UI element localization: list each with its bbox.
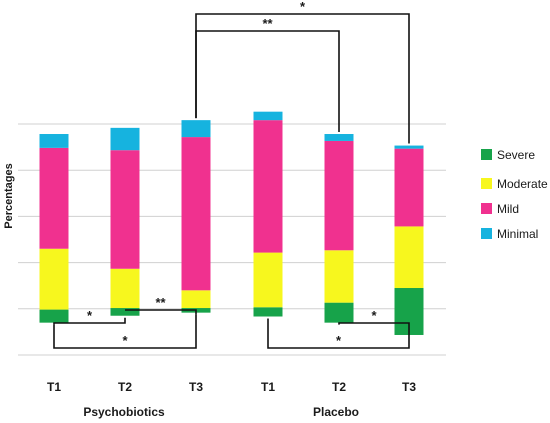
significance-marker: ** xyxy=(155,295,166,310)
bar-segment-severe xyxy=(324,302,354,323)
significance-marker: * xyxy=(336,333,342,348)
bar-segment-minimal xyxy=(110,127,140,151)
significance-marker: * xyxy=(300,0,306,14)
significance-brackets: ********* xyxy=(53,0,410,349)
legend-label: Minimal xyxy=(497,227,538,241)
y-axis-label: Percentages xyxy=(3,163,15,228)
bar-segment-severe xyxy=(253,307,283,317)
x-tick-label: T2 xyxy=(118,380,132,394)
bar-segment-mild xyxy=(324,140,354,251)
x-tick-labels: T1 T2 T3 T1 T2 T3 xyxy=(47,380,416,394)
significance-marker: ** xyxy=(262,16,273,31)
x-tick-label: T3 xyxy=(402,380,416,394)
legend-label: Mild xyxy=(497,202,519,216)
legend: Severe Moderate Mild Minimal xyxy=(481,148,548,241)
significance-marker: * xyxy=(87,308,93,323)
significance-bracket xyxy=(53,314,197,349)
bar-segment-severe xyxy=(39,309,69,323)
x-tick-label: T2 xyxy=(332,380,346,394)
gridlines xyxy=(18,123,446,356)
bar-segment-mild xyxy=(39,147,69,249)
bar-segment-mild xyxy=(253,120,283,253)
x-tick-label: T3 xyxy=(189,380,203,394)
bar-segment-severe xyxy=(110,308,140,316)
bar-segment-minimal xyxy=(253,111,283,121)
significance-bracket xyxy=(267,318,410,349)
significance-bracket xyxy=(195,13,410,144)
bar-segment-minimal xyxy=(324,134,354,141)
bar-segment-mild xyxy=(110,150,140,269)
bar-segment-mild xyxy=(394,148,424,227)
bar-segment-moderate xyxy=(110,268,140,309)
bar-segment-moderate xyxy=(394,226,424,289)
legend-swatch xyxy=(481,228,492,239)
group-label: Psychobiotics xyxy=(83,405,165,419)
bar-segment-moderate xyxy=(324,250,354,303)
bar-segment-minimal xyxy=(39,134,69,148)
significance-marker: * xyxy=(371,308,377,323)
x-tick-label: T1 xyxy=(261,380,275,394)
bar-segment-moderate xyxy=(39,248,69,310)
significance-bracket xyxy=(53,317,126,325)
group-labels: Psychobiotics Placebo xyxy=(83,405,359,419)
significance-bracket xyxy=(338,322,410,337)
legend-swatch xyxy=(481,149,492,160)
bar-segment-moderate xyxy=(181,290,211,309)
significance-bracket xyxy=(125,309,197,315)
legend-label: Moderate xyxy=(497,177,548,191)
bar-segment-minimal xyxy=(181,120,211,138)
bar-segment-moderate xyxy=(253,252,283,308)
legend-swatch xyxy=(481,178,492,189)
significance-marker: * xyxy=(122,333,128,348)
bar-stacks xyxy=(39,111,424,335)
group-label: Placebo xyxy=(313,405,359,419)
legend-swatch xyxy=(481,203,492,214)
x-tick-label: T1 xyxy=(47,380,61,394)
bar-segment-mild xyxy=(181,137,211,291)
legend-label: Severe xyxy=(497,148,535,162)
bar-segment-minimal xyxy=(394,145,424,149)
